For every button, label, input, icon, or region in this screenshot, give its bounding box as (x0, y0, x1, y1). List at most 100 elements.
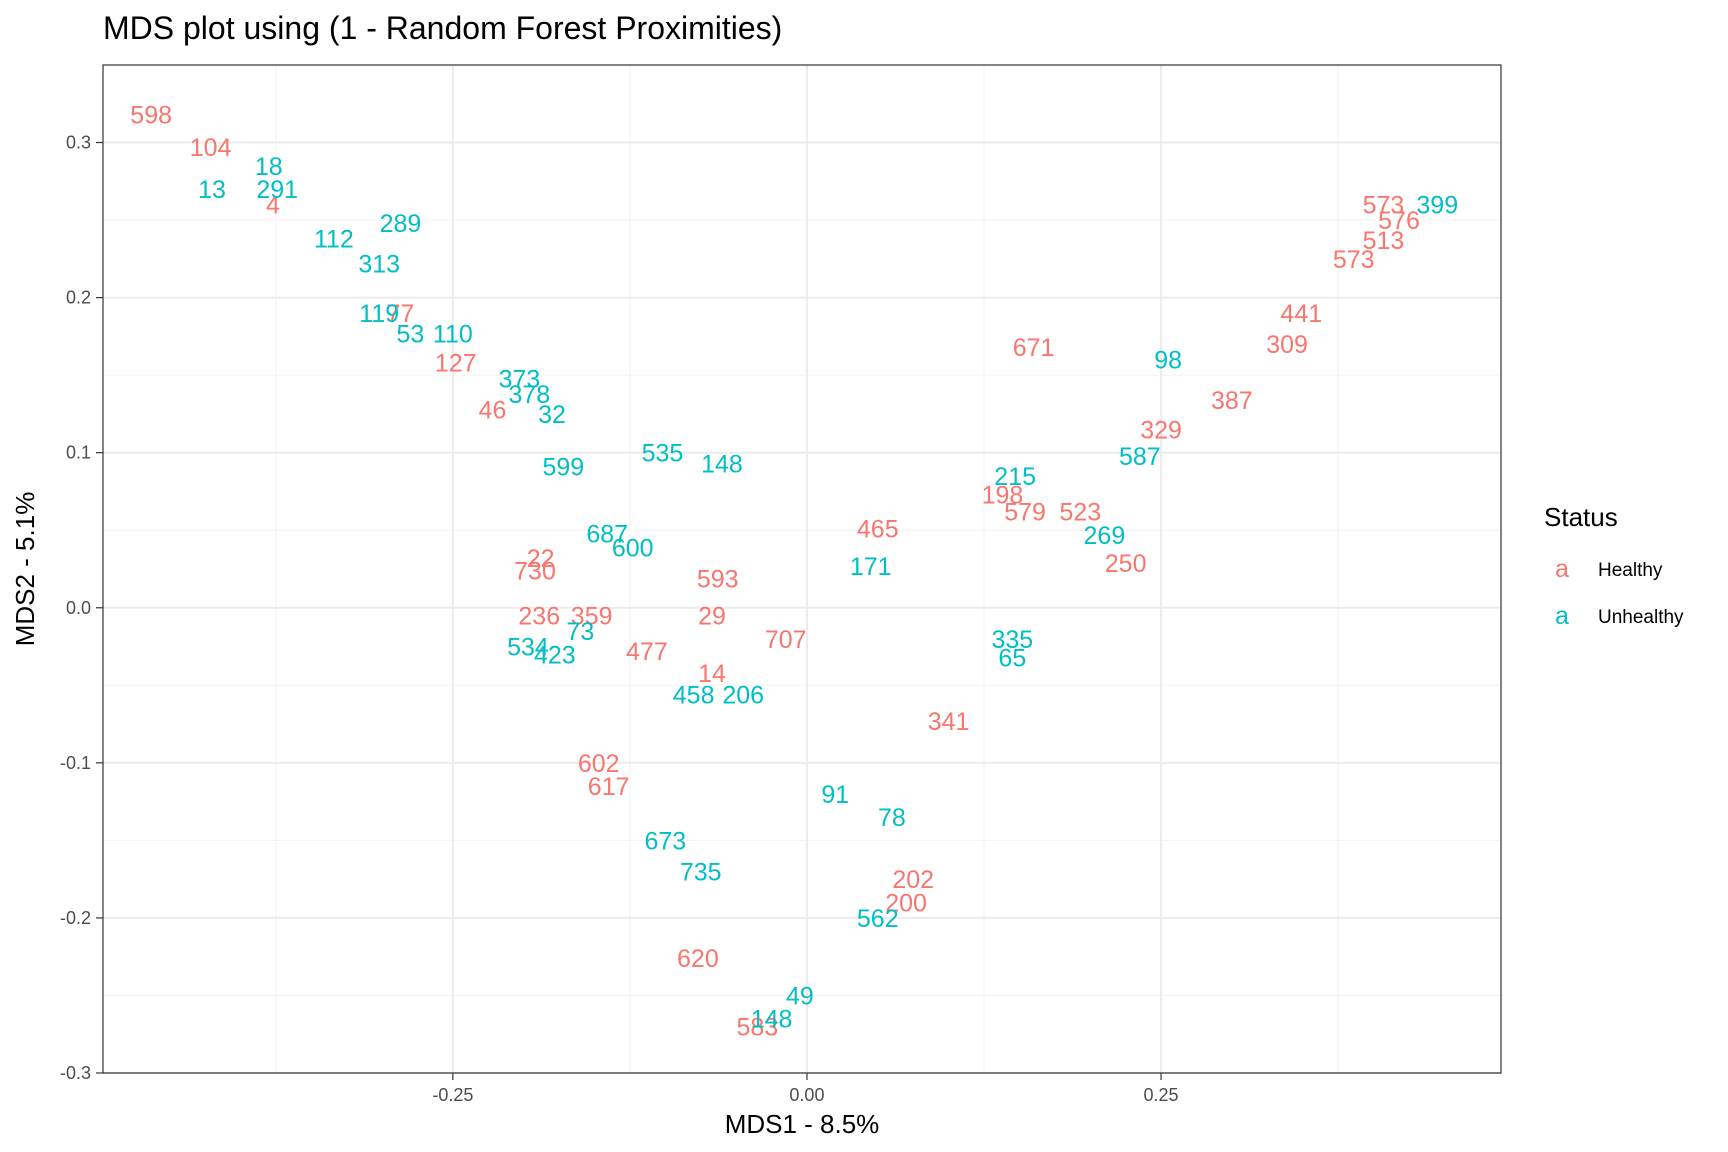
data-point-label: 46 (479, 396, 507, 424)
data-point-label: 583 (737, 1013, 779, 1041)
data-point-label: 148 (751, 1006, 793, 1034)
data-point-label: 289 (380, 210, 422, 238)
legend-title: Status (1544, 502, 1618, 532)
data-point-label: 22 (527, 545, 555, 573)
data-point-label: 687 (586, 520, 628, 548)
data-point-label: 335 (991, 626, 1033, 654)
data-point-label: 735 (680, 858, 722, 886)
legend-key-glyph: a (1555, 602, 1569, 630)
data-point-label: 171 (850, 553, 892, 581)
x-axis-title: MDS1 - 8.5% (725, 1109, 880, 1139)
data-point-label: 513 (1363, 227, 1405, 255)
data-point-label: 534 (507, 634, 549, 662)
data-point-label: 110 (433, 320, 473, 348)
data-point-label: 148 (701, 451, 743, 479)
data-point-label: 373 (499, 365, 541, 393)
data-point-label: 14 (698, 660, 726, 688)
data-point-label: 535 (642, 440, 684, 468)
data-point-label: 112 (314, 226, 354, 254)
data-point-label: 206 (722, 682, 764, 710)
data-point-label: 673 (644, 827, 686, 855)
data-point-label: 458 (673, 682, 715, 710)
data-point-label: 65 (998, 644, 1026, 672)
y-tick-label: -0.1 (60, 753, 91, 773)
data-point-label: 119 (359, 300, 399, 328)
data-point-label: 620 (677, 945, 719, 973)
data-point-label: 579 (1004, 499, 1046, 527)
data-point-label: 329 (1140, 416, 1182, 444)
data-point-label: 250 (1105, 550, 1147, 578)
data-point-label: 423 (534, 641, 576, 669)
data-point-label: 198 (982, 482, 1024, 510)
y-tick-label: -0.2 (60, 908, 91, 928)
data-point-label: 29 (698, 603, 726, 631)
data-point-label: 127 (435, 350, 477, 378)
data-point-label: 477 (626, 638, 668, 666)
data-point-label: 4 (266, 192, 280, 220)
data-point-label: 576 (1378, 207, 1420, 235)
data-point-label: 53 (396, 320, 424, 348)
data-point-label: 104 (190, 134, 232, 162)
data-point-label: 399 (1416, 192, 1458, 220)
data-point-label: 13 (198, 176, 226, 204)
data-point-label: 215 (994, 463, 1036, 491)
data-point-label: 49 (786, 982, 814, 1010)
data-point-label: 200 (885, 889, 927, 917)
data-point-label: 730 (514, 558, 556, 586)
plot-border (102, 64, 1502, 1074)
legend-entries: a Healthy a Unhealthy (1555, 555, 1684, 630)
y-tick-label: 0.2 (66, 288, 91, 308)
data-point-label: 671 (1013, 334, 1055, 362)
legend-key-glyph: a (1555, 555, 1569, 583)
data-point-label: 91 (821, 781, 849, 809)
data-point-label: 573 (1333, 246, 1375, 274)
axis-ticks: -0.25 0.00 0.25 -0.3 -0.2 -0.1 0.0 0.1 0.2 0.3 (60, 133, 1179, 1105)
data-point-label: 441 (1280, 300, 1322, 328)
legend-label: Unhealthy (1598, 607, 1684, 628)
legend-label: Healthy (1598, 560, 1663, 581)
data-point-label: 291 (256, 176, 298, 204)
data-point-label: 309 (1266, 331, 1308, 359)
y-tick-label: 0.3 (66, 133, 91, 153)
data-point-label: 77 (387, 300, 415, 328)
data-point-label: 707 (765, 626, 807, 654)
data-point-label: 341 (928, 708, 970, 736)
plot-background (103, 65, 1501, 1073)
data-point-label: 378 (508, 381, 550, 409)
y-axis-title: MDS2 - 5.1% (10, 492, 40, 647)
data-point-label: 73 (566, 618, 594, 646)
data-point-label: 78 (878, 804, 906, 832)
data-point-label: 593 (697, 565, 739, 593)
x-tick-label: 0.00 (789, 1085, 824, 1105)
data-point-label: 269 (1084, 522, 1126, 550)
data-point-label: 523 (1059, 499, 1101, 527)
data-point-label: 599 (542, 454, 584, 482)
y-tick-label: -0.3 (60, 1063, 91, 1083)
x-tick-label: -0.25 (432, 1085, 473, 1105)
data-point-label: 600 (612, 534, 654, 562)
chart-title: MDS plot using (1 - Random Forest Proxim… (103, 10, 782, 46)
data-point-label: 359 (571, 603, 613, 631)
data-point-label: 562 (857, 905, 899, 933)
data-point-label: 573 (1363, 192, 1405, 220)
data-point-label: 465 (857, 516, 899, 544)
data-point-label: 598 (130, 102, 172, 130)
data-point-label: 32 (538, 401, 566, 429)
data-point-label: 98 (1154, 347, 1182, 375)
data-point-label: 602 (578, 750, 620, 778)
data-point-label: 236 (518, 603, 560, 631)
y-tick-label: 0.0 (66, 598, 91, 618)
data-point-label: 202 (892, 866, 934, 894)
x-tick-label: 0.25 (1144, 1085, 1179, 1105)
y-tick-label: 0.1 (66, 443, 91, 463)
data-point-label: 587 (1119, 443, 1161, 471)
data-point-label: 617 (588, 773, 630, 801)
data-point-label: 313 (358, 250, 400, 278)
data-point-label: 18 (255, 153, 283, 181)
data-point-label: 387 (1211, 387, 1253, 415)
